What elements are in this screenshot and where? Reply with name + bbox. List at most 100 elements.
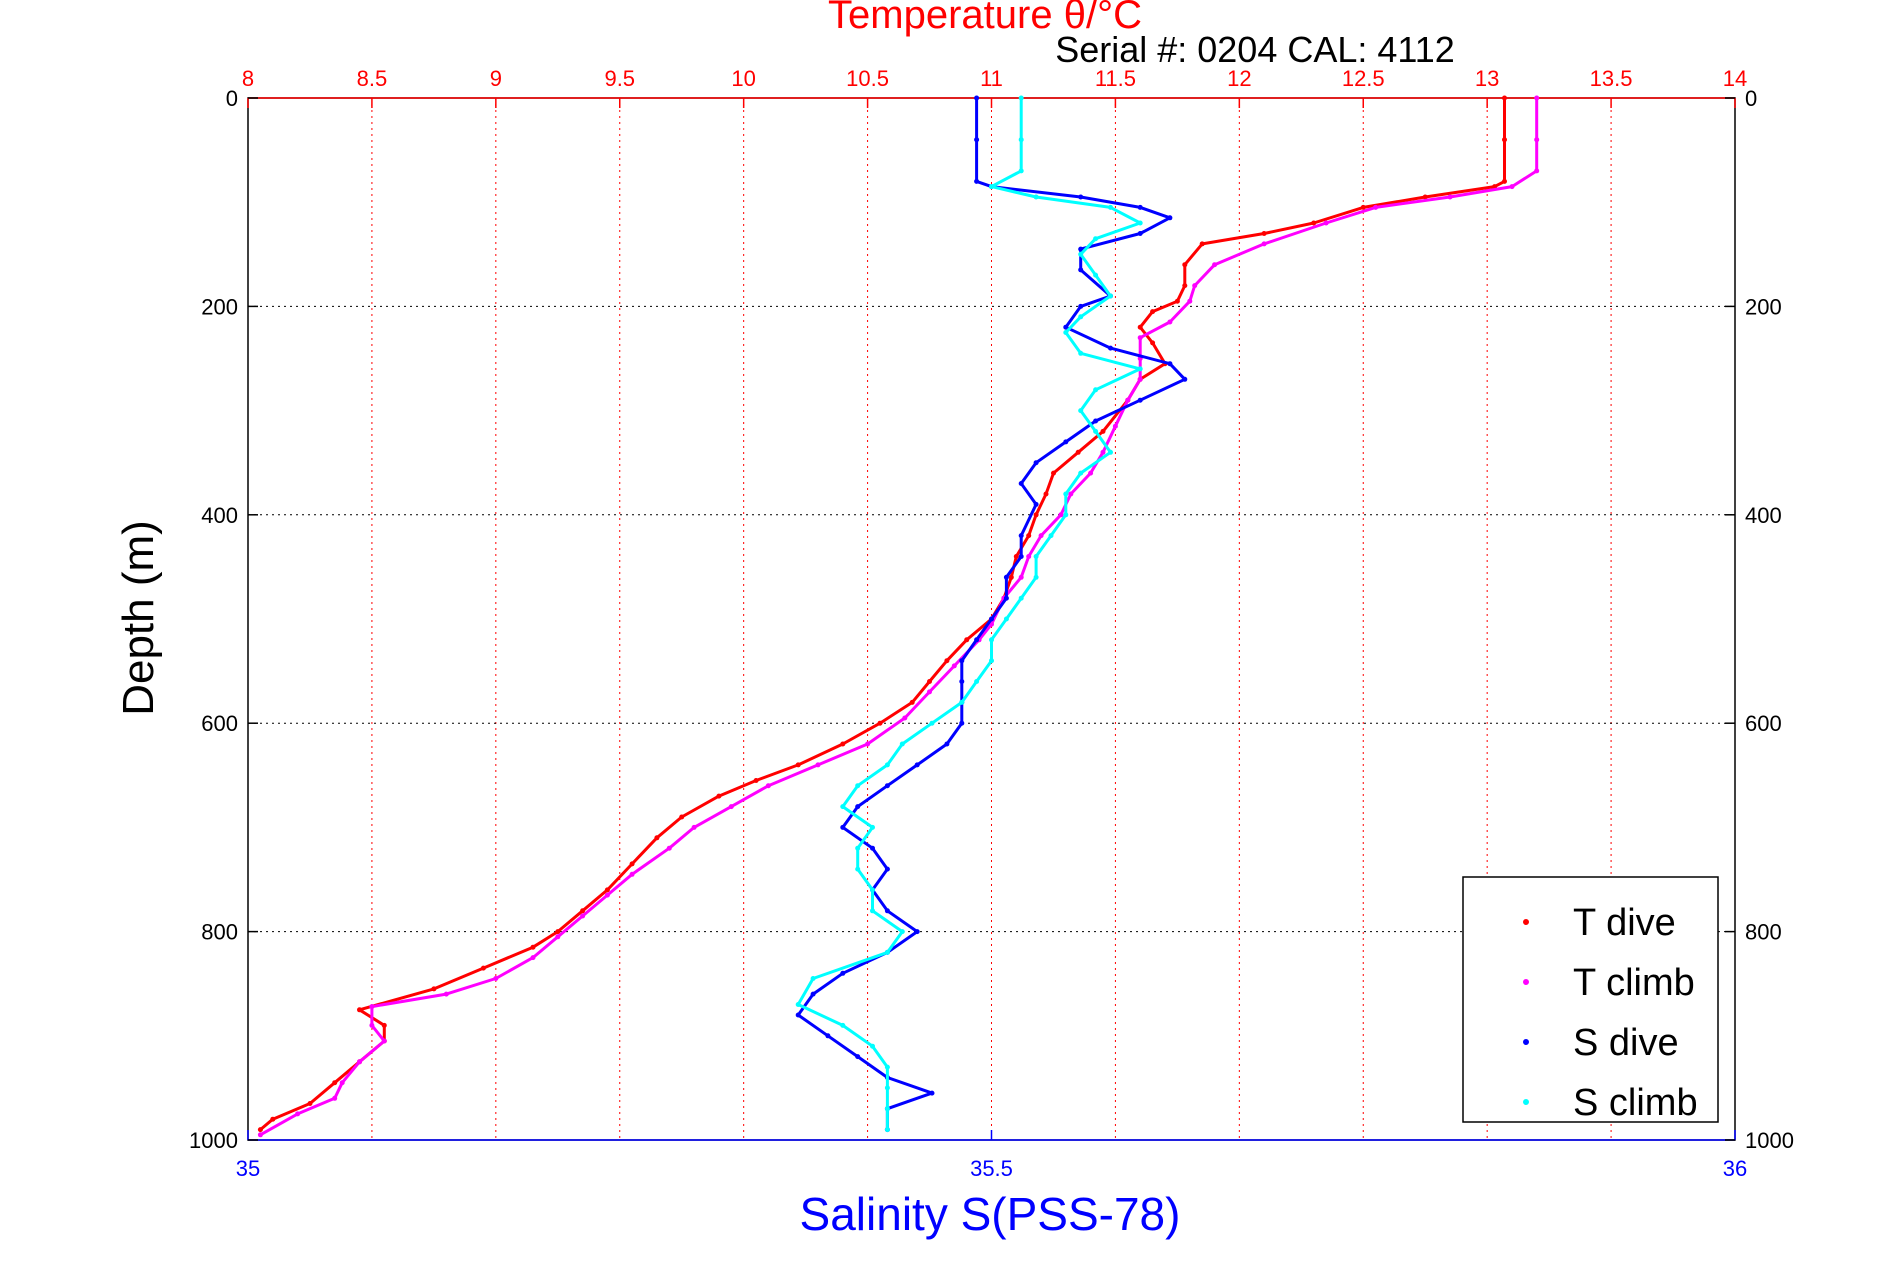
data-point	[1108, 449, 1113, 455]
data-point	[1212, 262, 1218, 268]
legend-marker	[1523, 919, 1529, 925]
data-point	[1068, 491, 1074, 497]
data-point	[1018, 554, 1024, 559]
data-point	[1192, 283, 1198, 289]
data-point	[870, 824, 875, 830]
data-point	[840, 1022, 846, 1028]
data-point	[1063, 439, 1069, 445]
data-point	[989, 658, 994, 664]
data-point	[257, 1132, 263, 1138]
data-point	[1108, 345, 1113, 351]
data-point	[1063, 512, 1069, 518]
data-point	[1018, 137, 1024, 143]
temperature-tick-label: 10.5	[846, 66, 889, 91]
temperature-axis-title: Temperature θ/°C	[828, 0, 1142, 37]
data-point	[974, 137, 980, 143]
data-point	[1125, 397, 1131, 403]
data-point	[357, 1007, 362, 1013]
data-point	[1033, 512, 1039, 518]
data-point	[884, 762, 890, 768]
data-point	[909, 699, 915, 705]
data-point	[1137, 231, 1143, 236]
series-layer	[257, 95, 1540, 1138]
data-point	[629, 861, 635, 867]
data-point	[1137, 376, 1143, 382]
data-point	[1018, 533, 1024, 539]
data-point	[1048, 533, 1054, 539]
data-point	[1093, 418, 1099, 424]
depth-tick-label-left: 1000	[189, 1128, 238, 1153]
temperature-tick-label: 12	[1227, 66, 1251, 91]
data-point	[902, 715, 908, 721]
data-point	[580, 908, 586, 914]
data-point	[884, 908, 890, 914]
data-point	[884, 783, 890, 789]
data-point	[1003, 616, 1009, 622]
data-point	[1108, 204, 1113, 210]
data-point	[1063, 324, 1069, 330]
data-point	[493, 976, 499, 981]
data-point	[530, 955, 536, 961]
data-point	[716, 793, 722, 799]
temperature-tick-label: 8	[242, 66, 254, 91]
temperature-tick-label: 8.5	[357, 66, 388, 91]
data-point	[959, 658, 965, 664]
legend-items: T dive T climb S dive S climb	[1523, 902, 1698, 1124]
depth-tick-label-right: 600	[1745, 711, 1782, 736]
data-point	[530, 944, 536, 950]
data-point	[1360, 204, 1366, 210]
data-point	[840, 741, 846, 747]
data-point	[1018, 574, 1024, 580]
data-point	[1261, 231, 1267, 236]
data-point	[753, 778, 759, 783]
data-point	[899, 929, 905, 935]
data-point	[840, 824, 846, 830]
data-point	[929, 720, 935, 726]
data-point	[1026, 533, 1032, 539]
temperature-tick-label: 10	[731, 66, 755, 91]
data-point	[1100, 449, 1106, 455]
data-point	[369, 1022, 375, 1028]
grid	[247, 98, 1736, 1140]
data-point	[810, 976, 816, 981]
data-point	[974, 637, 980, 643]
data-point	[1150, 340, 1156, 346]
data-point	[1137, 220, 1143, 226]
data-point	[1534, 137, 1540, 143]
depth-tick-label-right: 0	[1745, 86, 1757, 111]
data-point	[989, 616, 994, 622]
data-point	[959, 720, 965, 726]
salinity-tick-label: 35.5	[970, 1156, 1013, 1181]
data-point	[927, 679, 932, 684]
data-point	[1078, 251, 1084, 257]
depth-tick-label-left: 200	[201, 294, 238, 319]
data-point	[1137, 366, 1143, 372]
data-point	[870, 1043, 875, 1049]
salinity-tick-label: 35	[236, 1156, 260, 1181]
data-point	[855, 804, 861, 810]
data-point	[951, 663, 957, 669]
data-point	[1038, 533, 1044, 539]
data-point	[1182, 376, 1188, 382]
data-point	[357, 1059, 362, 1065]
salinity-axis-title: Salinity S(PSS-78)	[800, 1188, 1181, 1240]
data-point	[884, 1127, 890, 1133]
data-point	[929, 1090, 935, 1096]
data-point	[307, 1101, 313, 1106]
data-point	[1033, 574, 1039, 580]
data-point	[1534, 168, 1540, 174]
depth-tick-label-left: 400	[201, 503, 238, 528]
data-point	[1187, 298, 1193, 304]
data-point	[944, 658, 950, 664]
data-point	[870, 887, 875, 893]
legend-box	[1462, 876, 1719, 1123]
axis-ticks: 8 8.5 9 9.5 10 10.5 11 11.5 12 12.5 13 13.5 14 35 35.5…	[189, 66, 1794, 1181]
legend: T dive T climb S dive S climb	[1462, 876, 1719, 1124]
data-point	[691, 824, 697, 830]
data-point	[339, 1080, 345, 1086]
data-point	[1093, 236, 1099, 242]
series-line	[796, 98, 1187, 1130]
data-point	[1137, 204, 1143, 210]
data-point	[1108, 293, 1113, 299]
data-point	[1033, 460, 1039, 466]
